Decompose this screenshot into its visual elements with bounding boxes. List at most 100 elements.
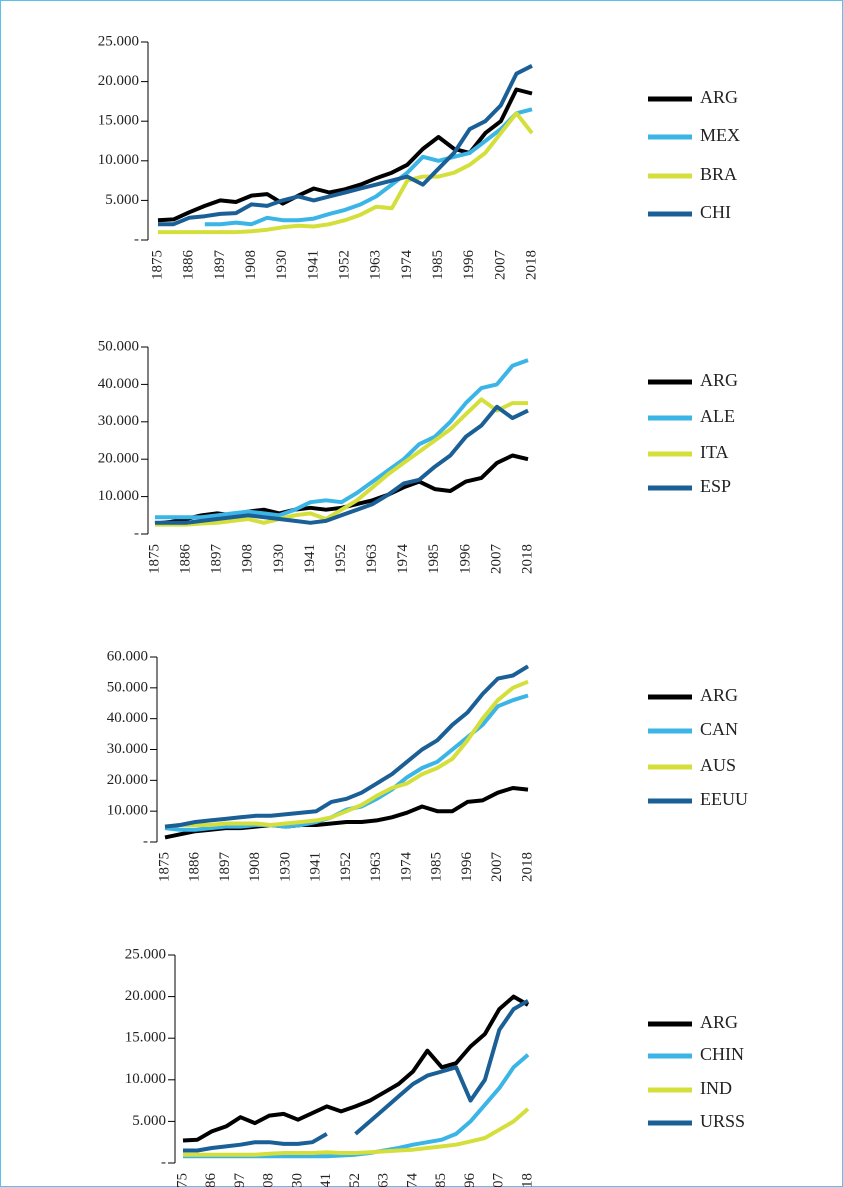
x-tick-label: 1875 xyxy=(156,852,172,882)
x-tick-label: 1875 xyxy=(149,250,165,280)
x-tick-label: 1996 xyxy=(457,544,473,575)
x-tick-label: 1985 xyxy=(429,852,445,882)
x-tick-label: 2018 xyxy=(519,852,535,882)
x-tick-label: 1963 xyxy=(376,1173,392,1187)
x-tick-label: 2007 xyxy=(488,544,504,575)
series-line xyxy=(158,64,533,227)
y-tick-label: 20.000 xyxy=(107,772,148,788)
x-tick-label: 1996 xyxy=(461,250,477,281)
x-tick-label: 1886 xyxy=(178,544,194,575)
x-tick-label: 2007 xyxy=(489,852,505,883)
series-line xyxy=(157,87,533,223)
x-tick-label: 1985 xyxy=(430,250,446,280)
x-tick-label: 1886 xyxy=(203,1173,219,1187)
y-tick-label: 40.000 xyxy=(107,710,148,726)
y-tick-label: - xyxy=(134,231,139,247)
series-line xyxy=(183,1107,530,1157)
y-tick-label: 5.000 xyxy=(132,1113,166,1129)
y-tick-label: 10.000 xyxy=(98,488,139,504)
x-tick-label: 1941 xyxy=(305,250,321,280)
x-tick-label: 1963 xyxy=(368,250,384,280)
y-tick-label: 10.000 xyxy=(125,1071,166,1087)
x-tick-label: 1952 xyxy=(338,852,354,882)
y-tick-label: 10.000 xyxy=(98,152,139,168)
legend-label: ARG xyxy=(700,1012,738,1032)
x-tick-label: 1875 xyxy=(146,544,162,574)
y-tick-label: 50.000 xyxy=(98,338,139,354)
x-tick-label: 1974 xyxy=(404,1173,420,1187)
x-tick-label: 1908 xyxy=(243,250,259,280)
legend-label: CHIN xyxy=(700,1044,744,1064)
legend-label: EEUU xyxy=(700,789,748,809)
legend-label: AUS xyxy=(700,755,736,775)
legend-label: ITA xyxy=(700,442,729,462)
x-tick-label: 1952 xyxy=(347,1173,363,1187)
y-tick-label: - xyxy=(134,525,139,541)
series-line xyxy=(182,994,529,1143)
y-tick-label: 30.000 xyxy=(98,413,139,429)
x-tick-label: 1930 xyxy=(271,544,287,574)
y-tick-label: 30.000 xyxy=(107,741,148,757)
legend-label: IND xyxy=(700,1078,732,1098)
x-tick-label: 1941 xyxy=(318,1173,334,1187)
series-line xyxy=(155,397,528,527)
x-tick-label: 1886 xyxy=(181,250,197,281)
legend-label: ARG xyxy=(700,87,738,107)
series-line xyxy=(155,358,529,520)
legend-label: BRA xyxy=(700,164,737,184)
x-tick-label: 2007 xyxy=(492,250,508,281)
y-tick-label: 25.000 xyxy=(125,946,166,962)
series-line xyxy=(164,679,529,829)
series-line xyxy=(164,664,530,829)
series-line xyxy=(183,999,529,1153)
x-tick-label: 2018 xyxy=(519,1173,535,1187)
x-tick-label: 1908 xyxy=(247,852,263,882)
x-tick-label: 1941 xyxy=(302,544,318,574)
x-tick-label: 1908 xyxy=(261,1173,277,1187)
x-tick-label: 1930 xyxy=(277,852,293,882)
y-tick-label: 20.000 xyxy=(98,451,139,467)
legend-label: CAN xyxy=(700,719,738,739)
series-line xyxy=(204,107,533,227)
x-tick-label: 1974 xyxy=(395,544,411,575)
y-tick-label: 40.000 xyxy=(98,376,139,392)
y-tick-label: - xyxy=(161,1154,166,1170)
x-tick-label: 1930 xyxy=(274,250,290,280)
legend-label: CHI xyxy=(700,202,731,222)
x-tick-label: 1908 xyxy=(240,544,256,574)
x-tick-label: 1897 xyxy=(209,544,225,575)
series-line xyxy=(158,111,534,235)
y-tick-label: - xyxy=(143,833,148,849)
x-tick-label: 1996 xyxy=(462,1173,478,1187)
x-tick-label: 1930 xyxy=(289,1173,305,1187)
x-tick-label: 1897 xyxy=(217,852,233,883)
legend-label: MEX xyxy=(700,125,740,145)
x-tick-label: 1974 xyxy=(398,852,414,883)
y-tick-label: 15.000 xyxy=(98,113,139,129)
x-tick-label: 1941 xyxy=(308,852,324,882)
x-tick-label: 1963 xyxy=(368,852,384,882)
legend-label: ALE xyxy=(700,406,735,426)
y-tick-label: 10.000 xyxy=(107,803,148,819)
x-tick-label: 2018 xyxy=(519,544,535,574)
legend-label: URSS xyxy=(700,1111,745,1131)
legend-label: ESP xyxy=(700,476,731,496)
y-tick-label: 25.000 xyxy=(98,33,139,49)
x-tick-label: 1886 xyxy=(187,852,203,883)
x-tick-label: 1974 xyxy=(399,250,415,281)
x-tick-label: 1897 xyxy=(232,1173,248,1187)
x-tick-label: 1963 xyxy=(364,544,380,574)
x-tick-label: 1985 xyxy=(433,1173,449,1187)
y-tick-label: 20.000 xyxy=(125,988,166,1004)
x-tick-label: 2007 xyxy=(491,1173,507,1187)
legend-label: ARG xyxy=(700,685,738,705)
x-tick-label: 1875 xyxy=(174,1173,190,1187)
x-tick-label: 1897 xyxy=(212,250,228,281)
x-tick-label: 2018 xyxy=(523,250,539,280)
legend-label: ARG xyxy=(700,370,738,390)
x-tick-label: 1952 xyxy=(333,544,349,574)
y-tick-label: 60.000 xyxy=(107,648,148,664)
y-tick-label: 15.000 xyxy=(125,1030,166,1046)
y-tick-label: 20.000 xyxy=(98,73,139,89)
